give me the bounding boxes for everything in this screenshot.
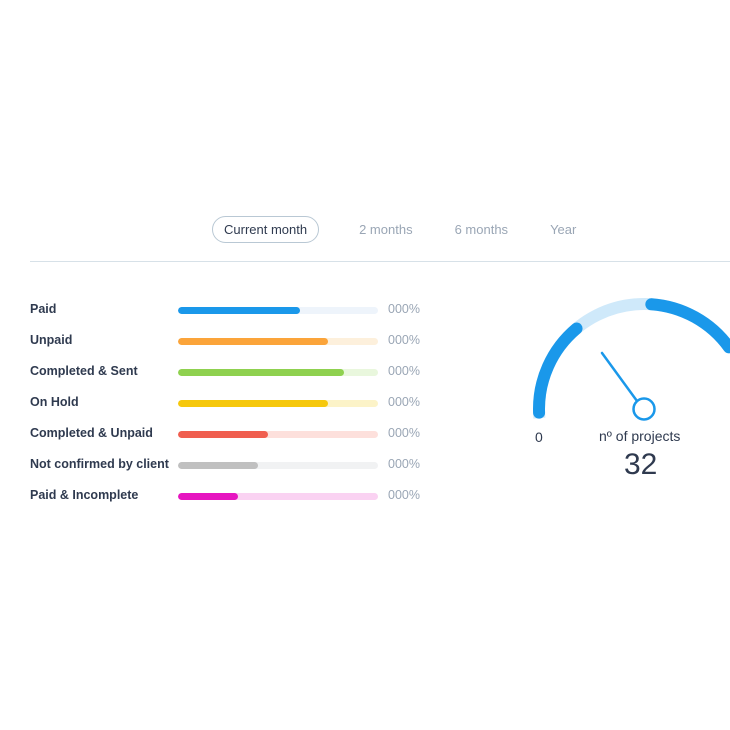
- tab-2-months[interactable]: 2 months: [359, 222, 413, 237]
- status-percent: 000%: [388, 426, 420, 440]
- progress-fill: [178, 431, 268, 438]
- tab-6-months[interactable]: 6 months: [454, 222, 509, 237]
- status-percent: 000%: [388, 364, 420, 378]
- status-label: Unpaid: [30, 333, 73, 347]
- progress-fill: [178, 338, 328, 345]
- period-tabs: Current month 2 months 6 months Year: [212, 216, 606, 243]
- status-percent: 000%: [388, 302, 420, 316]
- progress-track: [178, 338, 378, 345]
- gauge-needle-hub: [632, 397, 656, 421]
- progress-fill: [178, 400, 328, 407]
- gauge-needle: [600, 351, 639, 403]
- status-label: On Hold: [30, 395, 79, 409]
- tab-year[interactable]: Year: [550, 222, 577, 237]
- gauge-value: 32: [624, 448, 658, 481]
- progress-track: [178, 307, 378, 314]
- progress-fill: [178, 307, 300, 314]
- tab-current-month[interactable]: Current month: [212, 216, 320, 243]
- status-percent: 000%: [388, 333, 420, 347]
- progress-fill: [178, 462, 258, 469]
- status-label: Completed & Sent: [30, 364, 138, 378]
- gauge-track-arc: [533, 298, 730, 520]
- progress-track: [178, 493, 378, 500]
- gauge-caption: nº of projects: [599, 428, 681, 444]
- status-label: Not confirmed by client: [30, 457, 169, 471]
- progress-track: [178, 462, 378, 469]
- gauge-min-label: 0: [535, 429, 543, 445]
- gauge-graphic: [533, 298, 730, 520]
- status-percent: 000%: [388, 488, 420, 502]
- progress-fill: [178, 493, 238, 500]
- divider: [30, 261, 730, 262]
- status-label: Completed & Unpaid: [30, 426, 153, 440]
- progress-track: [178, 369, 378, 376]
- status-label: Paid: [30, 302, 57, 316]
- progress-fill: [178, 369, 344, 376]
- gauge-fill-arc-right: [533, 298, 730, 520]
- progress-track: [178, 431, 378, 438]
- status-label: Paid & Incomplete: [30, 488, 139, 502]
- status-percent: 000%: [388, 457, 420, 471]
- gauge-fill-arc-left: [533, 298, 730, 520]
- status-percent: 000%: [388, 395, 420, 409]
- projects-gauge: 0 nº of projects 32: [490, 290, 730, 520]
- progress-track: [178, 400, 378, 407]
